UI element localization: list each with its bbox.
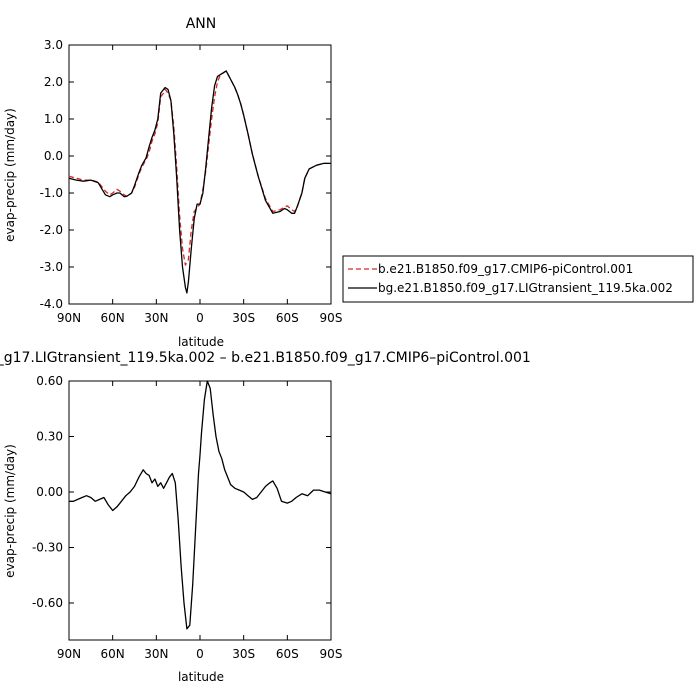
bottom-ytick-label: 0.60 [36,374,63,388]
bottom-chart-ticks: 90N 60N 30N 0 30S 60S 90S 0.60 0.30 0.00 -0.30 -0.6… [32,374,343,661]
bottom-chart-xlabel: latitude [178,670,224,684]
top-ytick-label: 2.0 [44,75,63,89]
top-ytick-label: -1.0 [40,186,63,200]
top-ytick-label: 1.0 [44,112,63,126]
top-chart-title: ANN [186,16,217,32]
bottom-ytick-label: 0.30 [36,430,63,444]
bottom-xtick-label: 90N [57,647,81,661]
top-ytick-label: 3.0 [44,38,63,52]
legend-box [342,255,694,303]
top-xtick-label: 90S [320,311,343,325]
top-chart-ylabel: evap-precip (mm/day) [3,108,17,242]
bottom-chart-plot-area [68,380,332,641]
top-ytick-label: -2.0 [40,223,63,237]
top-chart-series-group [68,70,331,294]
bottom-xtick-label: 90S [320,647,343,661]
top-ytick-label: -3.0 [40,260,63,274]
bottom-chart-title: bg.e21.B1850.f09_g17.LIGtransient_119.5k… [0,350,531,366]
bottom-chart: bg.e21.B1850.f09_g17.LIGtransient_119.5k… [0,350,531,684]
bottom-xtick-label: 60S [276,647,299,661]
bottom-ytick-label: -0.30 [32,541,63,555]
bottom-series-line-0 [69,380,332,630]
top-ytick-label: -4.0 [40,297,63,311]
bottom-xtick-label: 60N [101,647,125,661]
top-xtick-label: 60S [276,311,299,325]
bottom-xtick-label: 30S [232,647,255,661]
top-xtick-label: 60N [101,311,125,325]
top-series-line-0 [68,70,331,266]
top-ytick-label: 0.0 [44,149,63,163]
top-xtick-label: 30N [144,311,168,325]
bottom-xtick-label: 30N [144,647,168,661]
top-xtick-label: 0 [196,311,204,325]
top-xtick-label: 30S [232,311,255,325]
top-chart-ticks: 90N 60N 30N 0 30S 60S 90S 3.0 2.0 1.0 0.0 -1.0 -2.0 -… [40,38,343,325]
bottom-ytick-label: 0.00 [36,485,63,499]
top-chart: ANN evap-precip (mm/day) latitude 90N 60N… [3,16,342,349]
top-series-line-1 [68,70,331,294]
top-chart-plot-area [68,44,332,305]
bottom-chart-series-group [69,380,332,630]
bottom-ytick-label: -0.60 [32,596,63,610]
bottom-xtick-label: 0 [196,647,204,661]
top-chart-xlabel: latitude [178,335,224,349]
top-xtick-label: 90N [57,311,81,325]
bottom-chart-ylabel: evap-precip (mm/day) [3,444,17,578]
legend-label-control: b.e21.B1850.f09_g17.CMIP6-piControl.001 [378,262,633,276]
legend-label-ligtransient: bg.e21.B1850.f09_g17.LIGtransient_119.5k… [378,281,673,295]
legend: b.e21.B1850.f09_g17.CMIP6-piControl.001 … [342,255,694,303]
